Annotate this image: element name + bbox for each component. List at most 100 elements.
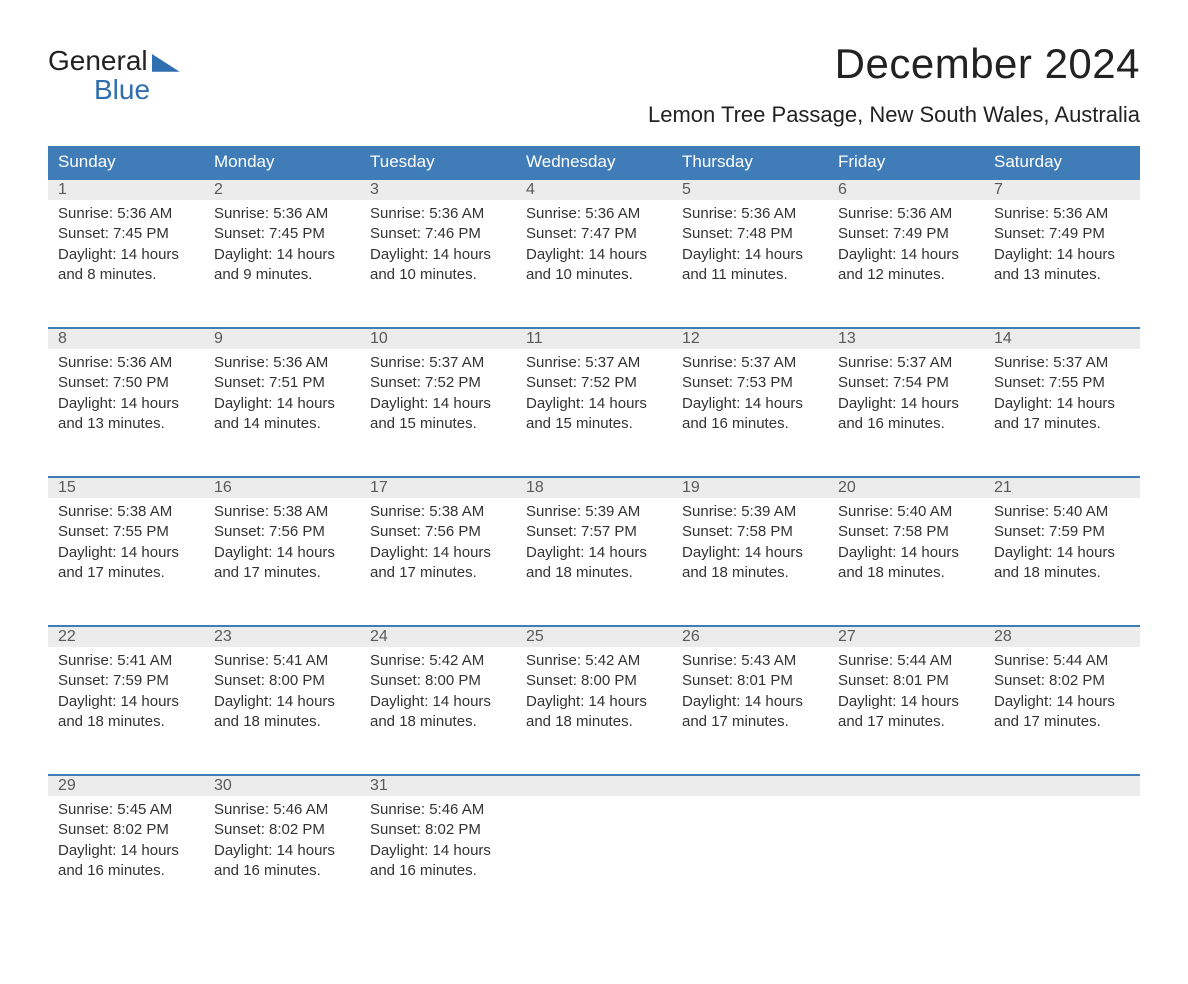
daylight-text: Daylight: 14 hours and 18 minutes. [682,543,818,584]
sunrise-text: Sunrise: 5:44 AM [994,651,1130,671]
sunrise-text: Sunrise: 5:41 AM [58,651,194,671]
sunset-text: Sunset: 7:49 PM [994,224,1130,244]
sunset-text: Sunset: 8:02 PM [370,820,506,840]
day-number-cell [672,775,828,796]
daylight-text: Daylight: 14 hours and 13 minutes. [58,394,194,435]
day-number-cell: 31 [360,775,516,796]
sunrise-text: Sunrise: 5:43 AM [682,651,818,671]
daylight-text: Daylight: 14 hours and 17 minutes. [214,543,350,584]
sunset-text: Sunset: 8:02 PM [994,671,1130,691]
sunrise-text: Sunrise: 5:37 AM [682,353,818,373]
day-content-cell: Sunrise: 5:36 AMSunset: 7:51 PMDaylight:… [204,349,360,477]
sunrise-text: Sunrise: 5:36 AM [58,353,194,373]
week-content-row: Sunrise: 5:36 AMSunset: 7:50 PMDaylight:… [48,349,1140,477]
sunset-text: Sunset: 8:00 PM [526,671,662,691]
day-content-cell: Sunrise: 5:43 AMSunset: 8:01 PMDaylight:… [672,647,828,775]
day-number-cell: 13 [828,328,984,349]
day-content-cell: Sunrise: 5:44 AMSunset: 8:01 PMDaylight:… [828,647,984,775]
day-content-cell: Sunrise: 5:37 AMSunset: 7:54 PMDaylight:… [828,349,984,477]
day-content-cell: Sunrise: 5:39 AMSunset: 7:58 PMDaylight:… [672,498,828,626]
day-content-cell: Sunrise: 5:39 AMSunset: 7:57 PMDaylight:… [516,498,672,626]
day-content-cell [516,796,672,924]
daylight-text: Daylight: 14 hours and 15 minutes. [370,394,506,435]
week-content-row: Sunrise: 5:38 AMSunset: 7:55 PMDaylight:… [48,498,1140,626]
day-number-cell: 3 [360,179,516,200]
day-number-cell: 6 [828,179,984,200]
sunrise-text: Sunrise: 5:38 AM [370,502,506,522]
day-number-cell: 25 [516,626,672,647]
daylight-text: Daylight: 14 hours and 12 minutes. [838,245,974,286]
sunrise-text: Sunrise: 5:36 AM [58,204,194,224]
daylight-text: Daylight: 14 hours and 17 minutes. [682,692,818,733]
day-number-cell: 15 [48,477,204,498]
sunrise-text: Sunrise: 5:41 AM [214,651,350,671]
day-content-cell: Sunrise: 5:42 AMSunset: 8:00 PMDaylight:… [516,647,672,775]
sunrise-text: Sunrise: 5:37 AM [526,353,662,373]
sunrise-text: Sunrise: 5:36 AM [214,204,350,224]
sunset-text: Sunset: 7:55 PM [994,373,1130,393]
day-number-cell: 27 [828,626,984,647]
day-content-cell: Sunrise: 5:36 AMSunset: 7:48 PMDaylight:… [672,200,828,328]
sunset-text: Sunset: 7:53 PM [682,373,818,393]
sunset-text: Sunset: 7:58 PM [682,522,818,542]
sunrise-text: Sunrise: 5:36 AM [838,204,974,224]
week-daynum-row: 891011121314 [48,328,1140,349]
brand-logo: General Blue [48,40,180,105]
daylight-text: Daylight: 14 hours and 18 minutes. [370,692,506,733]
daylight-text: Daylight: 14 hours and 17 minutes. [994,692,1130,733]
sunset-text: Sunset: 7:47 PM [526,224,662,244]
day-content-cell: Sunrise: 5:37 AMSunset: 7:53 PMDaylight:… [672,349,828,477]
day-content-cell: Sunrise: 5:36 AMSunset: 7:46 PMDaylight:… [360,200,516,328]
sunset-text: Sunset: 8:01 PM [838,671,974,691]
day-number-cell: 20 [828,477,984,498]
day-content-cell [984,796,1140,924]
daylight-text: Daylight: 14 hours and 11 minutes. [682,245,818,286]
daylight-text: Daylight: 14 hours and 15 minutes. [526,394,662,435]
day-content-cell [828,796,984,924]
sunrise-text: Sunrise: 5:42 AM [370,651,506,671]
day-number-cell: 24 [360,626,516,647]
daylight-text: Daylight: 14 hours and 8 minutes. [58,245,194,286]
sunset-text: Sunset: 7:57 PM [526,522,662,542]
header: General Blue December 2024 Lemon Tree Pa… [48,40,1140,128]
daylight-text: Daylight: 14 hours and 13 minutes. [994,245,1130,286]
day-header: Friday [828,146,984,179]
day-content-cell: Sunrise: 5:46 AMSunset: 8:02 PMDaylight:… [360,796,516,924]
sunset-text: Sunset: 7:56 PM [370,522,506,542]
sunrise-text: Sunrise: 5:37 AM [994,353,1130,373]
day-content-cell: Sunrise: 5:40 AMSunset: 7:58 PMDaylight:… [828,498,984,626]
day-content-cell: Sunrise: 5:38 AMSunset: 7:55 PMDaylight:… [48,498,204,626]
sunrise-text: Sunrise: 5:36 AM [214,353,350,373]
sunrise-text: Sunrise: 5:39 AM [682,502,818,522]
sunset-text: Sunset: 7:50 PM [58,373,194,393]
sunset-text: Sunset: 7:51 PM [214,373,350,393]
day-number-cell: 5 [672,179,828,200]
day-number-cell: 29 [48,775,204,796]
brand-top: General [48,46,148,75]
daylight-text: Daylight: 14 hours and 16 minutes. [58,841,194,882]
day-content-cell: Sunrise: 5:36 AMSunset: 7:49 PMDaylight:… [984,200,1140,328]
sunrise-text: Sunrise: 5:39 AM [526,502,662,522]
sunset-text: Sunset: 8:02 PM [214,820,350,840]
day-content-cell: Sunrise: 5:42 AMSunset: 8:00 PMDaylight:… [360,647,516,775]
day-header: Wednesday [516,146,672,179]
day-content-cell: Sunrise: 5:37 AMSunset: 7:52 PMDaylight:… [360,349,516,477]
day-header: Tuesday [360,146,516,179]
sunrise-text: Sunrise: 5:37 AM [370,353,506,373]
calendar-table: Sunday Monday Tuesday Wednesday Thursday… [48,146,1140,924]
daylight-text: Daylight: 14 hours and 18 minutes. [58,692,194,733]
daylight-text: Daylight: 14 hours and 9 minutes. [214,245,350,286]
day-content-cell: Sunrise: 5:37 AMSunset: 7:52 PMDaylight:… [516,349,672,477]
week-daynum-row: 22232425262728 [48,626,1140,647]
day-number-cell: 26 [672,626,828,647]
day-content-cell: Sunrise: 5:40 AMSunset: 7:59 PMDaylight:… [984,498,1140,626]
day-number-cell: 14 [984,328,1140,349]
day-number-cell: 12 [672,328,828,349]
day-number-cell: 7 [984,179,1140,200]
day-content-cell: Sunrise: 5:44 AMSunset: 8:02 PMDaylight:… [984,647,1140,775]
title-block: December 2024 Lemon Tree Passage, New So… [648,40,1140,128]
sunset-text: Sunset: 7:59 PM [994,522,1130,542]
flag-icon [152,54,180,72]
sunset-text: Sunset: 7:54 PM [838,373,974,393]
daylight-text: Daylight: 14 hours and 18 minutes. [526,543,662,584]
